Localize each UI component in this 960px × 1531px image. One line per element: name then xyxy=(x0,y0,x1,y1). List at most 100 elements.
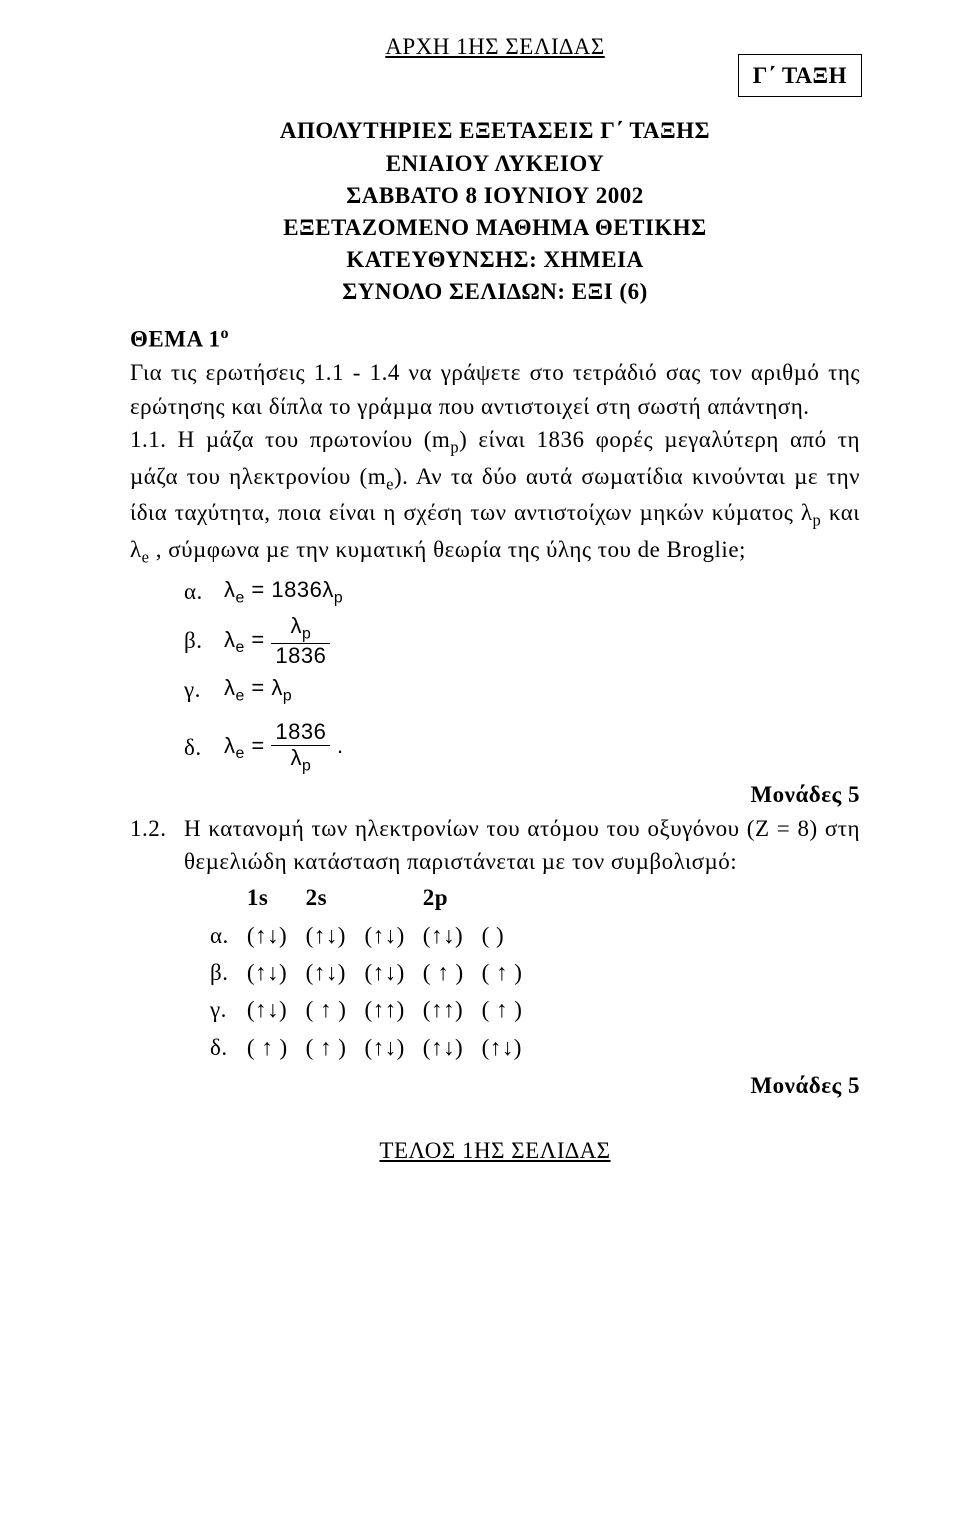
option-d-eq: λe = 1836λp . xyxy=(224,720,344,774)
options-1-1: α. λe = 1836λp β. λe = λp1836 γ. λe = λp… xyxy=(184,574,860,775)
orbital-header-row: 1s 2s 2p xyxy=(202,880,530,915)
orb-d-c3: (↑↓) xyxy=(356,1030,412,1065)
sub-e: e xyxy=(236,589,245,606)
frac-num: λp xyxy=(271,614,330,644)
question-1-1: 1.1. Η µάζα του πρωτονίου (mp) είναι 183… xyxy=(130,423,860,569)
orb-c-c3: (↑↑) xyxy=(356,992,412,1027)
lambda: λ xyxy=(322,577,334,602)
q11-text-e: , σύµφωνα µε την κυµατική θεωρία της ύλη… xyxy=(150,537,746,562)
fraction: 1836λp xyxy=(271,720,330,774)
option-b: β. λe = λp1836 xyxy=(184,614,860,668)
orb-b-c2: (↑↓) xyxy=(298,955,355,990)
intro-text: Για τις ερωτήσεις 1.1 - 1.4 να γράψετε σ… xyxy=(130,356,860,423)
option-d-label: δ. xyxy=(184,731,224,764)
fraction: λp1836 xyxy=(271,614,330,668)
orbital-header-2p: 2p xyxy=(415,880,472,915)
orbital-header-1s: 1s xyxy=(239,880,296,915)
orb-d-label: δ. xyxy=(202,1030,237,1065)
lambda: λ xyxy=(290,613,302,638)
orb-d-c2: ( ↑ ) xyxy=(298,1030,355,1065)
theme-sup: ο xyxy=(221,325,230,342)
exam-line-1: ΑΠΟΛΥΤΗΡΙΕΣ ΕΞΕΤΑΣΕΙΣ Γ΄ ΤΑΞΗΣ xyxy=(280,118,710,143)
lambda: λ xyxy=(224,733,236,758)
exam-line-2: ΕΝΙΑΙΟΥ ΛΥΚΕΙΟΥ xyxy=(386,151,605,176)
sub-e: e xyxy=(386,474,394,493)
points-1-2: Μονάδες 5 xyxy=(130,1069,860,1102)
q12-text-a: Η κατανοµή των ηλεκτρονίων του ατόµου το… xyxy=(184,816,747,841)
exam-header: ΑΠΟΛΥΤΗΡΙΕΣ ΕΞΕΤΑΣΕΙΣ Γ΄ ΤΑΞΗΣ ΕΝΙΑΙΟΥ Λ… xyxy=(130,115,860,308)
orb-a-c3: (↑↓) xyxy=(356,918,412,953)
option-d: δ. λe = 1836λp . xyxy=(184,720,860,774)
sub-e: e xyxy=(236,687,245,704)
exam-line-4: ΕΞΕΤΑΖΟΜΕΝΟ ΜΑΘΗΜΑ ΘΕΤΙΚΗΣ xyxy=(283,215,706,240)
orb-b-label: β. xyxy=(202,955,237,990)
orb-c-c1: (↑↓) xyxy=(239,992,296,1027)
orbital-row-d: δ. ( ↑ ) ( ↑ ) (↑↓) (↑↓) (↑↓) xyxy=(202,1030,530,1065)
q12-text: Η κατανοµή των ηλεκτρονίων του ατόµου το… xyxy=(184,812,860,879)
orb-d-c5: (↑↓) xyxy=(474,1030,531,1065)
orbital-table: 1s 2s 2p α. (↑↓) (↑↓) (↑↓) (↑↓) ( ) β. (… xyxy=(200,878,532,1067)
option-b-eq: λe = λp1836 xyxy=(224,614,330,668)
sub-p: p xyxy=(283,687,292,704)
class-box: Γ΄ ΤΑΞΗ xyxy=(738,54,862,97)
sub-p: p xyxy=(450,438,459,457)
option-a-eq: λe = 1836λp xyxy=(224,574,343,610)
option-a-label: α. xyxy=(184,575,224,608)
lambda: λ xyxy=(224,627,236,652)
orb-a-c4: (↑↓) xyxy=(415,918,472,953)
orb-a-c2: (↑↓) xyxy=(298,918,355,953)
exam-line-6: ΣΥΝΟΛΟ ΣΕΛΙ∆ΩΝ: ΕΞΙ (6) xyxy=(342,279,648,304)
lambda: λ xyxy=(271,675,283,700)
theme-heading: ΘΕΜΑ 1ο xyxy=(130,322,860,356)
points-1-1: Μονάδες 5 xyxy=(130,778,860,811)
orb-b-c5: ( ↑ ) xyxy=(474,955,531,990)
orb-c-label: γ. xyxy=(202,992,237,1027)
q11-number: 1.1. xyxy=(130,427,167,452)
frac-den: 1836 xyxy=(271,644,330,668)
option-c-label: γ. xyxy=(184,673,224,706)
orbital-row-b: β. (↑↓) (↑↓) (↑↓) ( ↑ ) ( ↑ ) xyxy=(202,955,530,990)
sub-e: e xyxy=(236,746,245,763)
option-a: α. λe = 1836λp xyxy=(184,574,860,610)
equals: = xyxy=(245,577,272,602)
page-footer: ΤΕΛΟΣ 1ΗΣ ΣΕΛΙ∆ΑΣ xyxy=(130,1134,860,1167)
lambda: λ xyxy=(224,577,236,602)
question-1-2: 1.2. Η κατανοµή των ηλεκτρονίων του ατόµ… xyxy=(130,812,860,879)
orb-b-c3: (↑↓) xyxy=(356,955,412,990)
orbital-header-2s: 2s xyxy=(298,880,355,915)
sub-p: p xyxy=(813,511,822,530)
orb-a-label: α. xyxy=(202,918,237,953)
num-1836: 1836 xyxy=(271,577,322,602)
exam-line-3: ΣΑΒΒΑΤΟ 8 ΙΟΥΝΙΟΥ 2002 xyxy=(346,183,644,208)
orb-c-c4: (↑↑) xyxy=(415,992,472,1027)
option-b-label: β. xyxy=(184,624,224,657)
orb-b-c1: (↑↓) xyxy=(239,955,296,990)
exam-line-5: ΚΑΤΕΥΘΥΝΣΗΣ: ΧΗΜΕΙΑ xyxy=(346,247,643,272)
orb-a-c1: (↑↓) xyxy=(239,918,296,953)
orb-b-c4: ( ↑ ) xyxy=(415,955,472,990)
sub-p: p xyxy=(302,625,311,642)
sub-e: e xyxy=(142,548,150,567)
q12-text-b: (Ζ = 8) xyxy=(747,816,818,841)
option-c: γ. λe = λp xyxy=(184,672,860,708)
equals: = xyxy=(245,675,272,700)
sub-p: p xyxy=(334,589,343,606)
orb-d-c4: (↑↓) xyxy=(415,1030,472,1065)
equals: = xyxy=(245,627,272,652)
q12-number: 1.2. xyxy=(130,812,184,879)
sub-p: p xyxy=(302,757,311,774)
lambda: λ xyxy=(224,675,236,700)
lambda: λ xyxy=(290,745,302,770)
equals: = xyxy=(245,733,272,758)
orb-a-c5: ( ) xyxy=(474,918,531,953)
orb-d-c1: ( ↑ ) xyxy=(239,1030,296,1065)
option-c-eq: λe = λp xyxy=(224,672,292,708)
frac-den: λp xyxy=(271,746,330,775)
orb-c-c5: ( ↑ ) xyxy=(474,992,531,1027)
orb-c-c2: ( ↑ ) xyxy=(298,992,355,1027)
sub-e: e xyxy=(236,639,245,656)
q11-text-a: Η µάζα του πρωτονίου (m xyxy=(178,427,451,452)
theme-label: ΘΕΜΑ 1 xyxy=(130,327,221,352)
frac-num: 1836 xyxy=(271,720,330,745)
orbital-row-c: γ. (↑↓) ( ↑ ) (↑↑) (↑↑) ( ↑ ) xyxy=(202,992,530,1027)
